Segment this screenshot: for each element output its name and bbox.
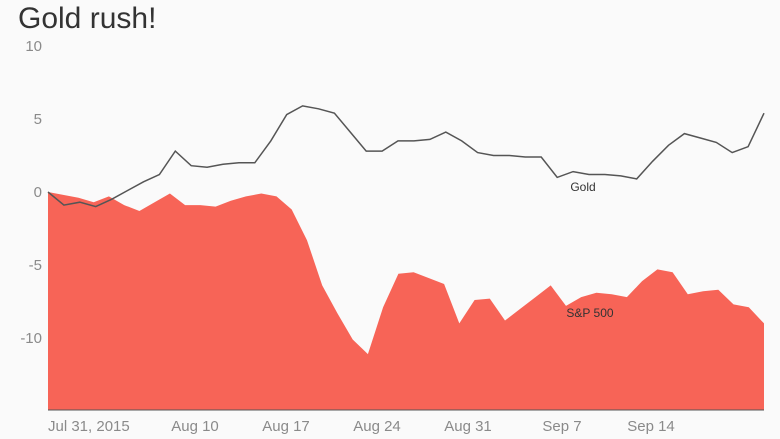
series-label: S&P 500 [566,306,613,320]
y-tick-label: 0 [34,184,42,201]
sp500-area [48,192,764,410]
x-tick-label: Jul 31, 2015 [48,418,130,435]
gold-line [47,105,765,208]
y-tick-labels: 10 5 0 -5 -10 [20,38,42,347]
x-tick-label: Aug 31 [444,418,492,435]
series-label: Gold [570,180,595,194]
x-tick-label: Sep 14 [627,418,675,435]
x-tick-label: Aug 24 [353,418,401,435]
y-tick-label: -5 [29,257,42,274]
x-tick-label: Aug 10 [171,418,219,435]
y-tick-label: -10 [20,330,42,347]
series-labels: Gold S&P 500 [566,180,613,320]
chart-title: Gold rush! [18,2,157,35]
gold-line-layer [47,105,765,208]
y-tick-label: 5 [34,111,42,128]
x-tick-labels: Jul 31, 2015 Aug 10 Aug 17 Aug 24 Aug 31 Sep … [48,418,675,435]
x-tick-label: Aug 17 [262,418,310,435]
sp500-area-layer [48,192,764,410]
x-tick-label: Sep 7 [542,418,581,435]
y-tick-label: 10 [25,38,42,55]
